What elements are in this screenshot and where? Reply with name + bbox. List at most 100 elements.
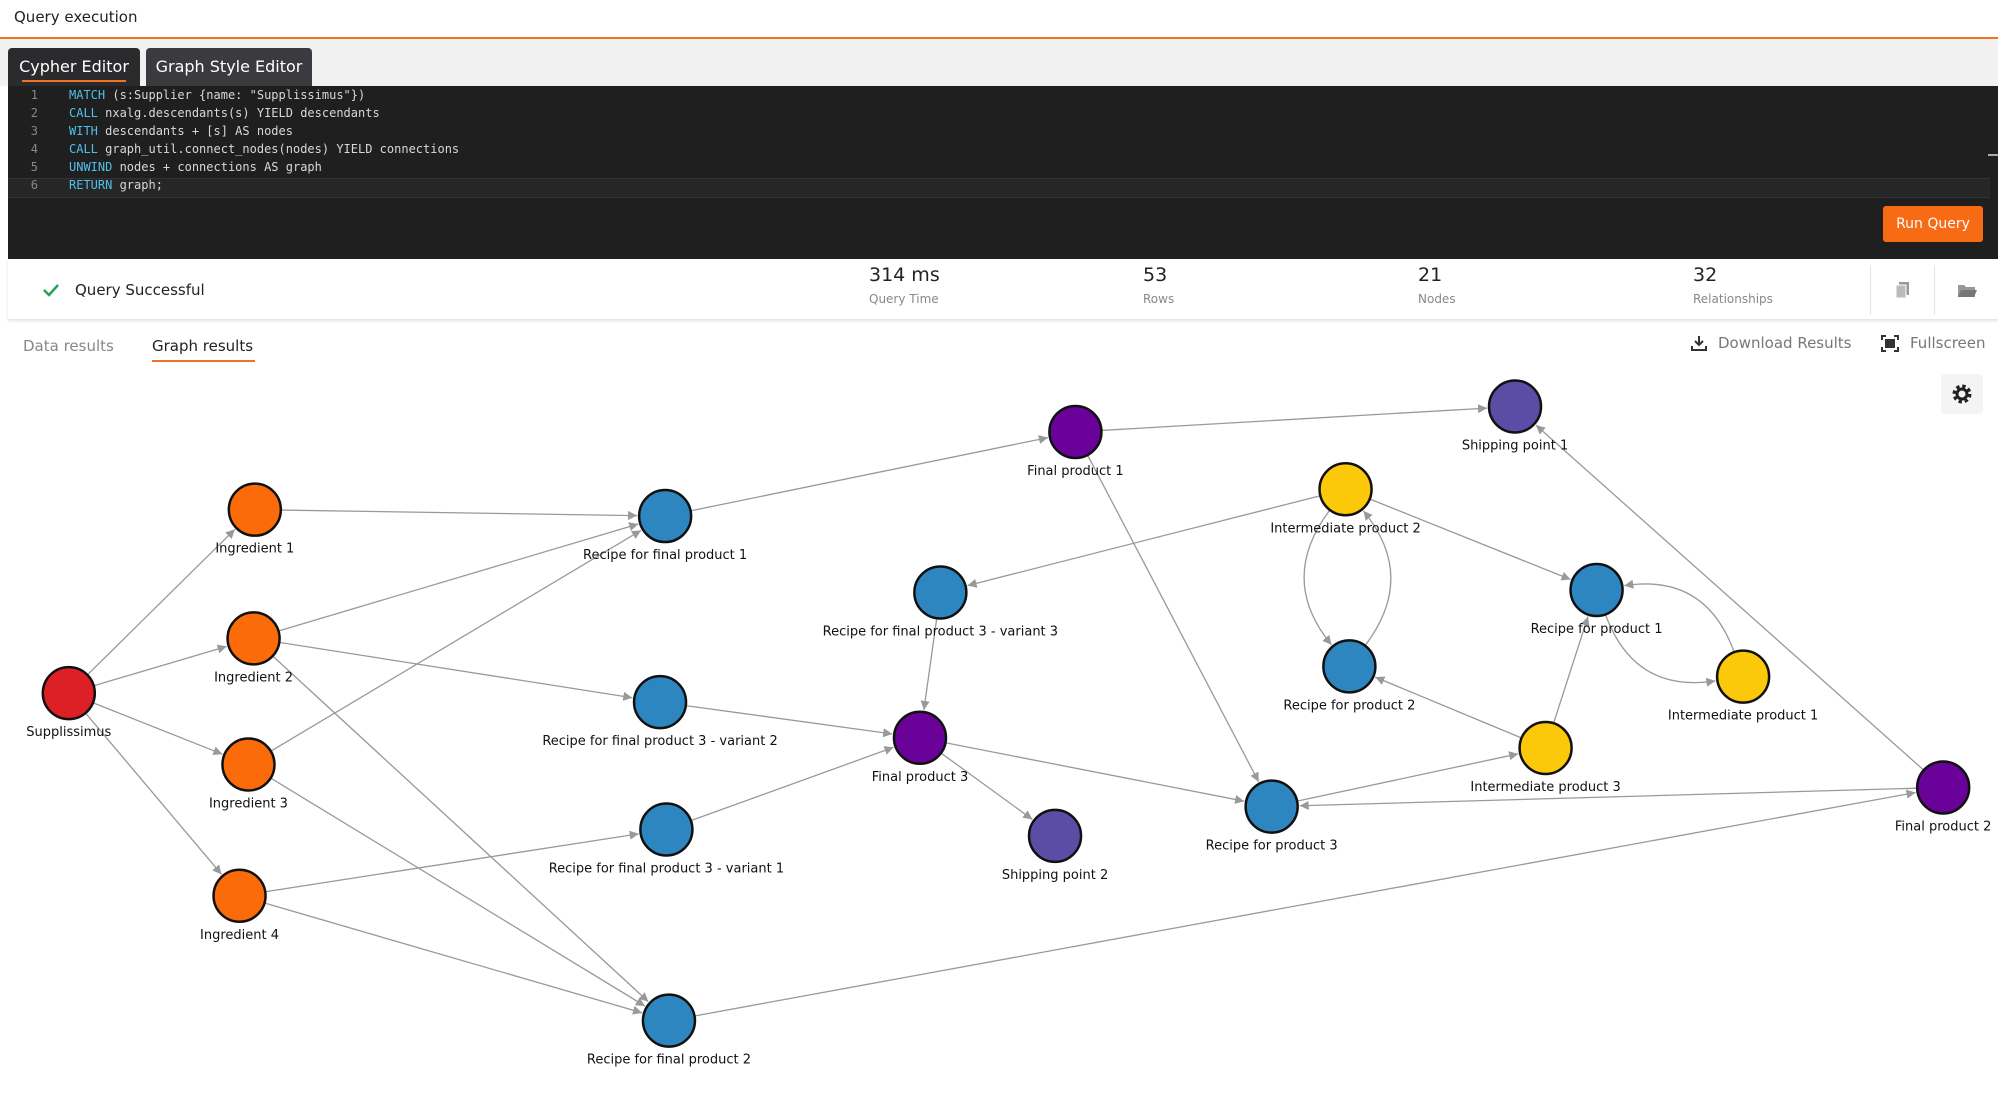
line-number: 3	[30, 124, 38, 138]
node-label: Ingredient 4	[200, 928, 279, 943]
edge	[967, 495, 1321, 588]
graph-settings[interactable]	[1941, 374, 1983, 414]
node-label: Ingredient 2	[214, 670, 293, 685]
line-number: 1	[30, 88, 38, 102]
node-label: Intermediate product 3	[1470, 780, 1620, 795]
editor-tab[interactable]: Graph Style Editor	[146, 48, 312, 86]
node-label: Ingredient 1	[215, 542, 294, 557]
graph-node[interactable]	[639, 802, 694, 857]
fullscreen-icon	[1881, 335, 1899, 352]
graph-node[interactable]	[1027, 808, 1083, 864]
line-number: 6	[30, 178, 38, 192]
copy-button[interactable]	[1895, 281, 1911, 299]
graph-node[interactable]	[1322, 639, 1377, 694]
graph-node[interactable]	[892, 710, 948, 766]
separator	[1934, 265, 1935, 315]
graph-node[interactable]	[1318, 462, 1373, 517]
stat-value: 21	[1418, 264, 1443, 286]
edge	[270, 777, 646, 1007]
current-line	[8, 178, 1990, 198]
stat-value: 32	[1693, 264, 1718, 286]
edge	[1303, 509, 1333, 646]
edge	[1624, 579, 1735, 653]
graph-node[interactable]	[227, 482, 283, 537]
scroll-mark	[1988, 154, 1998, 156]
node-label: Supplissimus	[26, 725, 111, 740]
stat-value: 314 ms	[869, 264, 940, 286]
node-label: Recipe for final product 3 - variant 1	[549, 862, 784, 877]
node-label: Recipe for product 1	[1531, 622, 1663, 637]
code-line: WITH descendants + [s] AS nodes	[69, 124, 293, 138]
edge	[1535, 424, 1925, 771]
graph-node[interactable]	[41, 665, 97, 721]
graph-node[interactable]	[913, 565, 968, 620]
graph-node[interactable]	[221, 737, 276, 792]
status-message: Query Successful	[75, 281, 205, 299]
edge	[1296, 751, 1519, 802]
download-results[interactable]: Download Results	[1718, 334, 1852, 352]
edge	[920, 618, 938, 711]
graph-node[interactable]	[1487, 379, 1543, 434]
edge	[685, 704, 893, 738]
stat: 314 ms Query Time	[869, 264, 940, 306]
node-label: Shipping point 1	[1462, 438, 1568, 453]
node-label: Recipe for product 3	[1206, 839, 1338, 854]
edge	[690, 746, 894, 822]
node-label: Final product 2	[1895, 819, 1992, 834]
graph-node[interactable]	[641, 993, 697, 1048]
graph-node[interactable]	[1518, 720, 1573, 776]
open-button[interactable]	[1957, 283, 1977, 299]
result-tab[interactable]: Data results	[23, 337, 114, 355]
stat: 32 Relationships	[1693, 264, 1773, 306]
graph-node[interactable]	[1715, 649, 1771, 704]
graph-node[interactable]	[1569, 562, 1624, 618]
node-label: Recipe for final product 3 - variant 2	[542, 734, 777, 749]
code-line: CALL graph_util.connect_nodes(nodes) YIE…	[69, 142, 460, 156]
edge	[278, 522, 639, 632]
node-label: Recipe for final product 3 - variant 3	[823, 625, 1058, 640]
graph-node[interactable]	[1244, 779, 1299, 834]
edge	[272, 655, 649, 1003]
edge	[92, 702, 223, 756]
node-label: Recipe for product 2	[1283, 698, 1415, 713]
edge	[1604, 614, 1716, 687]
stat: 21 Nodes	[1418, 264, 1456, 306]
edge	[1101, 404, 1488, 432]
edge	[93, 644, 227, 687]
graph-node[interactable]	[212, 868, 267, 924]
edge	[85, 712, 223, 875]
graph-node[interactable]	[632, 674, 688, 730]
edge	[1552, 616, 1590, 724]
header-rule	[0, 37, 1998, 39]
run-query-button[interactable]: Run Query	[1883, 206, 1983, 242]
edge	[694, 789, 1916, 1017]
code-editor[interactable]: 1 MATCH (s:Supplier {name: "Supplissimus"…	[8, 86, 1998, 259]
graph-node[interactable]	[637, 488, 693, 544]
download-icon	[1691, 336, 1707, 351]
page-title: Query execution	[14, 8, 138, 26]
result-tab[interactable]: Graph results	[152, 337, 254, 355]
line-number: 4	[30, 142, 38, 156]
tab-label: Graph Style Editor	[155, 57, 303, 76]
node-label: Final product 1	[1027, 464, 1124, 479]
stat: 53 Rows	[1143, 264, 1174, 306]
node-label: Intermediate product 1	[1668, 709, 1818, 724]
edge	[1362, 510, 1392, 647]
tab-label: Cypher Editor	[19, 57, 129, 76]
fullscreen-button[interactable]: Fullscreen	[1910, 334, 1986, 352]
separator	[1870, 265, 1871, 315]
graph-canvas: Supplissimus Ingredient 1 Ingredient 2 Ingr…	[26, 379, 1992, 1068]
edge	[265, 830, 639, 893]
code-line: CALL nxalg.descendants(s) YIELD descenda…	[69, 106, 380, 120]
edge	[945, 742, 1245, 804]
tab-underline	[152, 360, 255, 362]
graph-node[interactable]	[226, 611, 281, 666]
graph-node[interactable]	[1915, 760, 1971, 815]
stat-label: Query Time	[869, 292, 939, 306]
edge	[1369, 498, 1571, 581]
editor-tab[interactable]: Cypher Editor	[8, 48, 140, 86]
node-label: Final product 3	[872, 770, 969, 785]
edge	[940, 752, 1033, 820]
graph-node[interactable]	[1048, 404, 1103, 460]
edge	[86, 528, 236, 676]
